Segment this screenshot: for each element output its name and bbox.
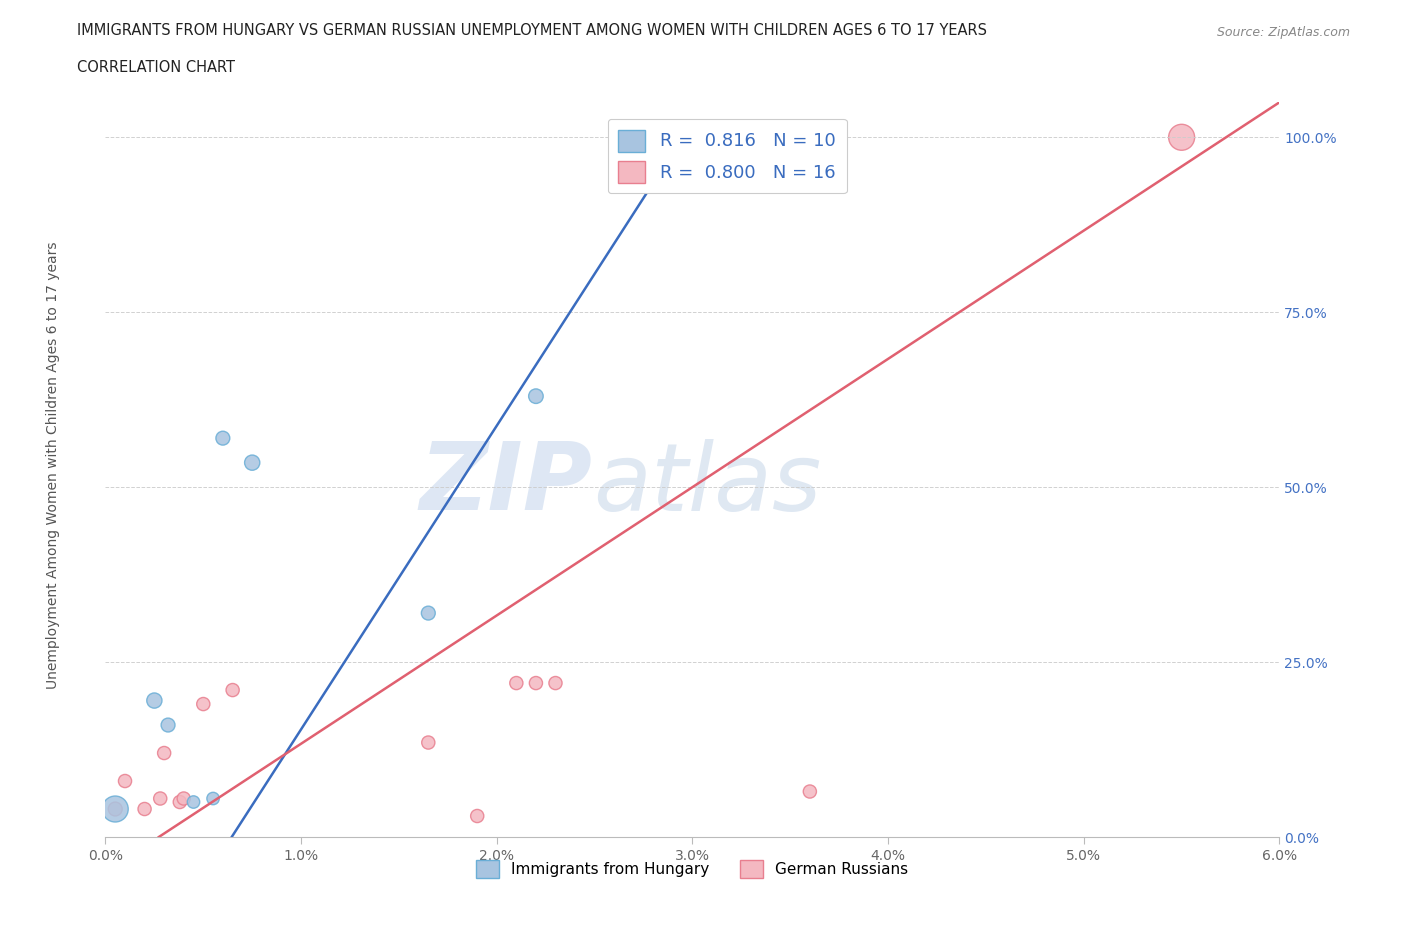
Point bbox=[193, 697, 215, 711]
Point bbox=[418, 605, 440, 620]
Point bbox=[183, 794, 205, 809]
Text: CORRELATION CHART: CORRELATION CHART bbox=[77, 60, 235, 75]
Point bbox=[240, 455, 263, 470]
Point bbox=[221, 683, 243, 698]
Point bbox=[465, 808, 488, 823]
Legend: Immigrants from Hungary, German Russians: Immigrants from Hungary, German Russians bbox=[470, 854, 915, 884]
Point bbox=[418, 735, 440, 750]
Point bbox=[169, 794, 191, 809]
Point bbox=[643, 176, 665, 191]
Point bbox=[544, 675, 567, 690]
Point bbox=[173, 791, 195, 806]
Point bbox=[149, 791, 172, 806]
Point bbox=[799, 784, 821, 799]
Point bbox=[104, 802, 127, 817]
Point bbox=[505, 675, 527, 690]
Point bbox=[157, 718, 180, 733]
Point bbox=[202, 791, 225, 806]
Point bbox=[143, 693, 166, 708]
Point bbox=[134, 802, 156, 817]
Text: atlas: atlas bbox=[593, 439, 821, 530]
Point bbox=[211, 431, 233, 445]
Text: IMMIGRANTS FROM HUNGARY VS GERMAN RUSSIAN UNEMPLOYMENT AMONG WOMEN WITH CHILDREN: IMMIGRANTS FROM HUNGARY VS GERMAN RUSSIA… bbox=[77, 23, 987, 38]
Text: Unemployment Among Women with Children Ages 6 to 17 years: Unemployment Among Women with Children A… bbox=[46, 241, 60, 689]
Point bbox=[1170, 130, 1192, 145]
Point bbox=[114, 774, 136, 789]
Text: ZIP: ZIP bbox=[420, 438, 593, 530]
Point bbox=[524, 389, 547, 404]
Point bbox=[524, 675, 547, 690]
Text: Source: ZipAtlas.com: Source: ZipAtlas.com bbox=[1216, 26, 1350, 39]
Point bbox=[153, 746, 176, 761]
Point bbox=[104, 802, 127, 817]
